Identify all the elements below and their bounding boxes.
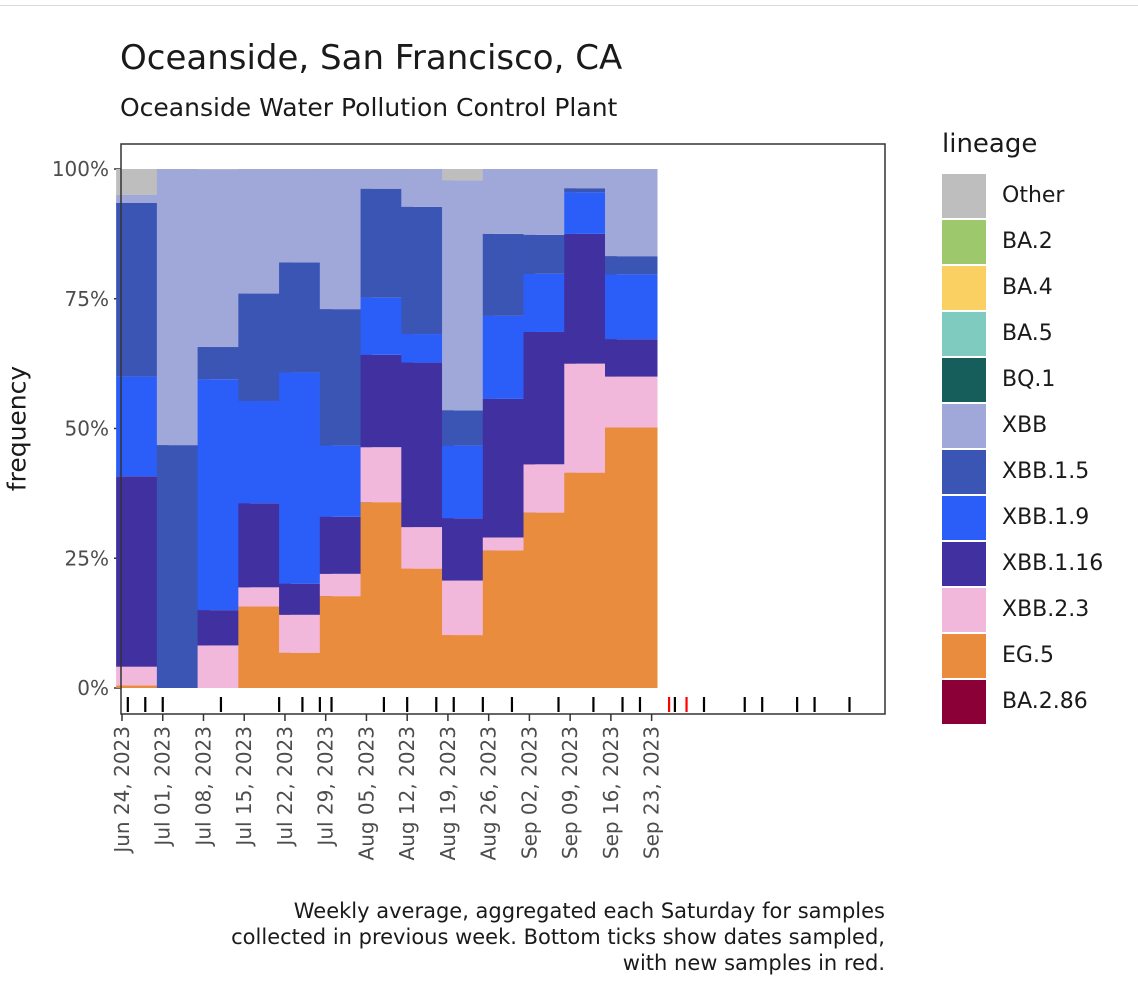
legend-swatch	[942, 358, 986, 402]
caption-line-3: with new samples in red.	[622, 951, 885, 975]
chart-subtitle: Oceanside Water Pollution Control Plant	[120, 93, 618, 122]
bar-segment-xbb-1-9	[605, 274, 658, 340]
legend-swatch	[942, 266, 986, 310]
legend-swatch	[942, 174, 986, 218]
x-tick-label: Jul 15, 2023	[232, 726, 256, 848]
x-tick-label: Sep 16, 2023	[599, 726, 623, 859]
legend-label: EG.5	[1002, 643, 1054, 668]
x-tick-label: Sep 02, 2023	[517, 726, 541, 859]
legend-label: BA.2.86	[1002, 689, 1088, 714]
bar-segment-eg-5	[605, 427, 658, 688]
top-divider	[0, 5, 1138, 6]
legend-label: XBB.1.9	[1002, 505, 1090, 530]
legend-swatch	[942, 634, 986, 678]
bar-segment-other	[197, 169, 251, 170]
x-tick-label: Jul 01, 2023	[151, 726, 175, 848]
y-tick-label: 100%	[52, 157, 109, 181]
bar-segment-xbb-2-3	[605, 376, 658, 428]
bar-segment-xbb	[605, 169, 658, 257]
bar-segment-eg-5	[116, 685, 169, 688]
x-tick-label: Aug 19, 2023	[436, 726, 460, 860]
bar-segment-xbb-2-3	[238, 587, 291, 607]
legend-swatch	[942, 496, 986, 540]
caption: Weekly average, aggregated each Saturday…	[231, 898, 885, 976]
x-tick-label: Jul 08, 2023	[191, 726, 215, 848]
legend-swatch	[942, 680, 986, 724]
legend-swatch	[942, 450, 986, 494]
x-tick-label: Aug 05, 2023	[354, 726, 378, 860]
bar-segment-xbb-2-3	[116, 666, 169, 686]
legend-label: BA.5	[1002, 321, 1053, 346]
legend-label: XBB	[1002, 413, 1048, 438]
bar-segment-xbb-1-5	[564, 188, 617, 193]
x-tick-label: Jun 24, 2023	[110, 726, 134, 855]
x-tick-label: Sep 09, 2023	[558, 726, 582, 859]
legend-swatch	[942, 312, 986, 356]
x-tick-label: Aug 12, 2023	[395, 726, 419, 860]
bar-segment-xbb-2-3	[482, 537, 536, 551]
x-tick-label: Jul 22, 2023	[273, 726, 297, 848]
bar-segment-xbb-1-16	[605, 339, 658, 377]
x-tick-label: Aug 26, 2023	[477, 726, 501, 860]
legend-label: BA.2	[1002, 229, 1053, 254]
y-tick-label: 0%	[77, 676, 109, 700]
bar-segment-other	[442, 169, 495, 181]
x-tick-label: Jul 29, 2023	[314, 726, 338, 848]
legend-label: XBB.2.3	[1002, 597, 1090, 622]
bar-segment-xbb	[564, 169, 617, 189]
y-tick-label: 25%	[65, 546, 109, 570]
legend-swatch	[942, 404, 986, 448]
bar-segment-xbb-1-5	[605, 256, 658, 275]
y-tick-label: 75%	[65, 287, 109, 311]
legend-label: XBB.1.16	[1002, 551, 1104, 576]
legend-label: XBB.1.5	[1002, 459, 1090, 484]
bar-segment-xbb	[360, 169, 414, 189]
bar-segment-xbb-2-3	[319, 573, 373, 597]
chart-title: Oceanside, San Francisco, CA	[120, 38, 623, 78]
y-tick-label: 50%	[65, 417, 109, 441]
legend-label: BA.4	[1002, 275, 1053, 300]
legend-swatch	[942, 588, 986, 632]
legend-swatch	[942, 542, 986, 586]
legend-label: BQ.1	[1002, 367, 1056, 392]
legend-label: Other	[1002, 183, 1065, 208]
x-tick-label: Sep 23, 2023	[640, 726, 664, 859]
legend-swatch	[942, 220, 986, 264]
caption-line-2: collected in previous week. Bottom ticks…	[231, 925, 885, 949]
plot-border	[120, 143, 886, 715]
bar-segment-xbb	[116, 194, 169, 203]
legend-title: lineage	[942, 129, 1038, 159]
caption-line-1: Weekly average, aggregated each Saturday…	[293, 899, 885, 923]
